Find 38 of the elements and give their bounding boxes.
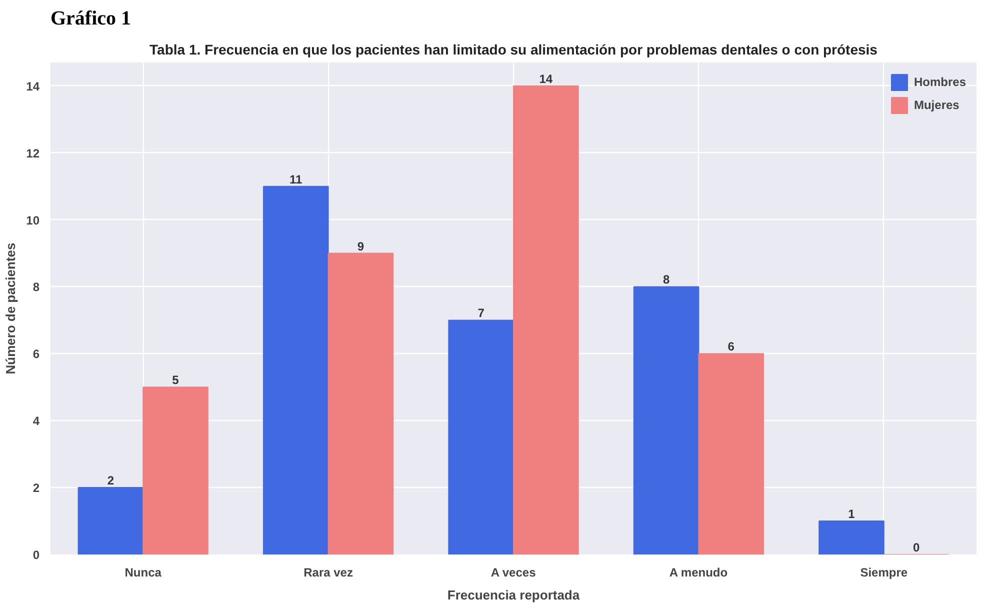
y-axis-title: Número de pacientes: [3, 242, 18, 374]
bar: [262, 186, 329, 554]
x-tick-label: Nunca: [124, 566, 162, 580]
bar: [78, 487, 144, 554]
data-label: 14: [539, 72, 553, 86]
legend-label: Mujeres: [914, 98, 960, 112]
bar: [513, 85, 579, 554]
data-label: 7: [478, 306, 485, 320]
x-axis-title: Frecuencia reportada: [447, 588, 580, 602]
data-label: 9: [357, 239, 364, 254]
x-tick-label: A menudo: [669, 566, 728, 580]
bar: [698, 353, 764, 554]
y-tick-label: 6: [32, 347, 40, 362]
bar: [818, 520, 884, 554]
data-label: 5: [172, 373, 180, 388]
data-label: 0: [912, 540, 920, 554]
bar: [448, 320, 514, 554]
bar: [633, 286, 700, 554]
y-tick-label: 0: [32, 548, 40, 562]
data-label: 6: [728, 340, 735, 354]
data-label: 2: [107, 474, 114, 488]
y-tick-label: 8: [32, 280, 40, 294]
data-label: 11: [290, 172, 303, 186]
y-tick-label: 14: [26, 79, 40, 94]
chart-subtitle: Tabla 1. Frecuencia en que los pacientes han limitado su alimentación por problemas dentales o con prótesis: [150, 42, 878, 58]
legend-label: Hombres: [914, 75, 966, 89]
x-tick-label: A veces: [490, 566, 536, 580]
x-tick-label: Rara vez: [304, 566, 353, 580]
x-tick-label: Siempre: [860, 566, 908, 580]
bar: [142, 386, 208, 554]
data-label: 1: [848, 507, 856, 522]
y-tick-label: 2: [32, 481, 40, 496]
y-tick-label: 12: [26, 146, 40, 160]
y-tick-label: 10: [26, 213, 40, 228]
y-tick-label: 4: [32, 414, 40, 428]
bar: [328, 252, 394, 554]
data-label: 8: [662, 272, 670, 287]
chart-title: Gráfico 1: [50, 8, 132, 30]
